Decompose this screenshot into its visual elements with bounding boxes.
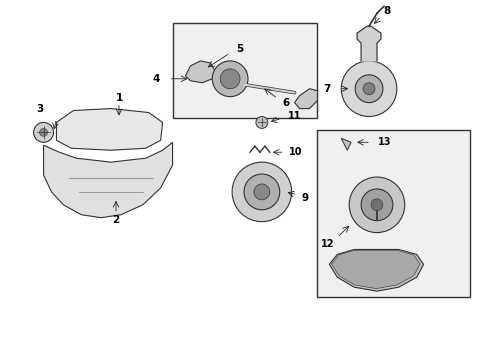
Text: 6: 6 <box>282 98 289 108</box>
Circle shape <box>341 61 396 117</box>
Text: 3: 3 <box>36 104 43 113</box>
Circle shape <box>244 174 279 210</box>
Bar <box>317 130 469 297</box>
Text: 8: 8 <box>383 6 390 16</box>
Text: 5: 5 <box>236 44 243 54</box>
Polygon shape <box>294 89 317 109</box>
Polygon shape <box>43 142 172 218</box>
Circle shape <box>253 184 269 200</box>
Circle shape <box>370 199 382 211</box>
Polygon shape <box>356 26 380 61</box>
Text: 9: 9 <box>302 193 308 203</box>
Circle shape <box>354 75 382 103</box>
Text: 2: 2 <box>112 215 120 225</box>
Circle shape <box>220 69 240 89</box>
Text: 1: 1 <box>115 93 122 103</box>
Polygon shape <box>328 249 423 291</box>
Bar <box>172 23 317 118</box>
Polygon shape <box>56 109 163 150</box>
Circle shape <box>212 61 247 96</box>
Text: 12: 12 <box>320 239 333 249</box>
Circle shape <box>232 162 291 222</box>
Text: 7: 7 <box>323 84 330 94</box>
Circle shape <box>348 177 404 233</box>
Circle shape <box>362 83 374 95</box>
Circle shape <box>255 117 267 129</box>
Polygon shape <box>341 138 350 150</box>
Text: 4: 4 <box>152 74 159 84</box>
Circle shape <box>34 122 53 142</box>
Polygon shape <box>331 250 419 289</box>
Circle shape <box>360 189 392 221</box>
Polygon shape <box>185 61 215 83</box>
Text: 11: 11 <box>287 111 301 121</box>
Text: 10: 10 <box>288 147 302 157</box>
Circle shape <box>40 129 47 136</box>
Text: 13: 13 <box>377 137 391 147</box>
